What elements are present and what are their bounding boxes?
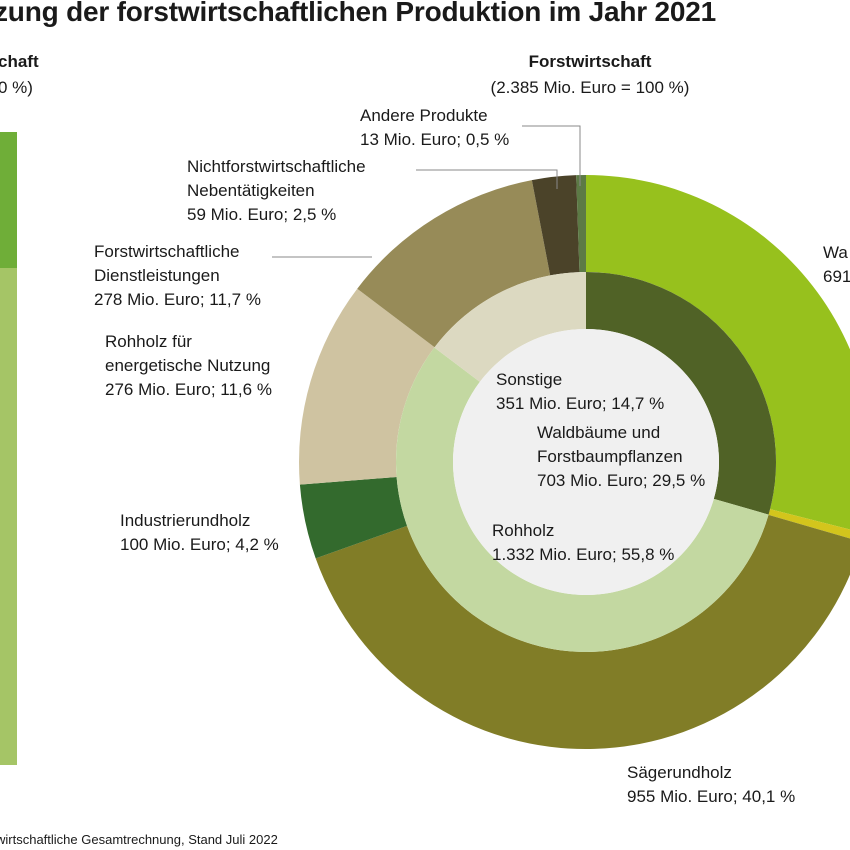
label-saegerundholz: Sägerundholz 955 Mio. Euro; 40,1 % xyxy=(627,763,796,806)
outer-slice-segment-1 xyxy=(768,509,850,539)
label-andere-produkte: Andere Produkte 13 Mio. Euro; 0,5 % xyxy=(360,106,510,149)
outer-slice-rohholz-für-energetische-nutzung xyxy=(299,288,435,485)
leader-line-nebentaetigkeiten xyxy=(416,169,558,189)
outer-slice-sägerundholz xyxy=(315,514,850,749)
label-industrierundholz: Industrierundholz 100 Mio. Euro; 4,2 % xyxy=(120,511,279,554)
label-rohholz: Rohholz 1.332 Mio. Euro; 55,8 % xyxy=(492,521,675,564)
center-disc xyxy=(453,329,719,595)
outer-slice-nichtforstwirtschaftliche-nebentätigkeiten xyxy=(531,175,580,276)
outer-ring xyxy=(299,175,850,749)
outer-slice-andere-produkte xyxy=(576,175,586,273)
inner-slice-rohholz xyxy=(396,347,769,652)
left-panel-heading: chaft xyxy=(0,52,39,71)
leader-lines xyxy=(272,125,581,258)
label-energetische-nutzung: Rohholz für energetische Nutzung 276 Mio… xyxy=(105,332,272,399)
label-waldbaeume-outer: Wa 691 xyxy=(823,243,850,286)
label-waldbaeume-inner: Waldbäume und Forstbaumpflanzen 703 Mio.… xyxy=(537,423,706,490)
left-bar-bottom-segment xyxy=(0,268,17,765)
label-sonstige: Sonstige 351 Mio. Euro; 14,7 % xyxy=(496,370,665,413)
inner-ring xyxy=(396,272,776,652)
label-nebentaetigkeiten: Nichtforstwirtschaftliche Nebentätigkeit… xyxy=(187,157,366,224)
left-bar-top-segment xyxy=(0,132,17,268)
label-dienstleistungen: Forstwirtschaftliche Dienstleistungen 27… xyxy=(94,242,261,309)
ring-heading-subtitle: (2.385 Mio. Euro = 100 %) xyxy=(490,78,690,97)
outer-slice-forstwirtschaftliche-dienstleistungen xyxy=(357,180,551,348)
inner-slice-sonstige xyxy=(434,272,586,382)
outer-slice-industrierundholz xyxy=(299,477,408,559)
chart-title: zung der forstwirtschaftlichen Produktio… xyxy=(0,0,717,27)
left-panel-subheading: 0 %) xyxy=(0,78,33,97)
source-note: wirtschaftliche Gesamtrechnung, Stand Ju… xyxy=(0,832,278,847)
ring-heading-title: Forstwirtschaft xyxy=(528,52,652,71)
leader-line-andere-produkte xyxy=(522,125,581,186)
inner-slice-waldbäume-und-forstbaumpflanzen xyxy=(586,272,776,515)
outer-slice-waldbäume xyxy=(586,175,850,530)
